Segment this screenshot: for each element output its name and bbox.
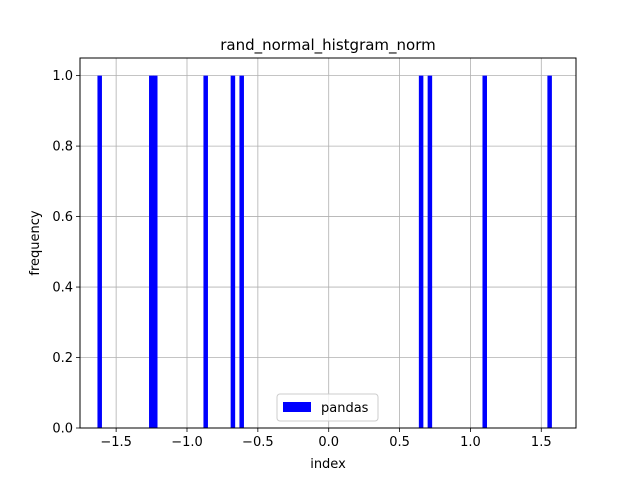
- y-tick-label-5: 1.0: [52, 69, 73, 84]
- legend: pandas: [276, 393, 379, 422]
- histogram-bar-0-1: [149, 75, 154, 428]
- bars: [97, 75, 552, 428]
- histogram-bar-0-3: [203, 75, 208, 428]
- x-tick-label-0: −1.5: [100, 435, 132, 450]
- x-tick-label-4: 0.5: [389, 435, 410, 450]
- legend-label-pandas: pandas: [321, 401, 369, 416]
- plot-area: [80, 58, 576, 428]
- x-axis-label: index: [310, 457, 346, 472]
- histogram-bar-0-6: [418, 75, 424, 428]
- y-tick-label-2: 0.4: [52, 281, 73, 296]
- x-axis-ticks: −1.5 −1.0 −0.5 0.0 0.5 1.0 1.5: [100, 428, 552, 450]
- histogram-bar-0-7: [427, 75, 433, 428]
- y-tick-label-0: 0.0: [52, 422, 73, 437]
- y-tick-label-4: 0.8: [52, 140, 73, 155]
- x-tick-label-2: −0.5: [242, 435, 274, 450]
- x-tick-label-3: 0.0: [318, 435, 339, 450]
- chart-title: rand_normal_histgram_norm: [220, 36, 436, 55]
- histogram-bar-0-2: [152, 75, 158, 428]
- histogram-bar-0-8: [482, 75, 487, 428]
- legend-frame: [276, 393, 379, 422]
- y-tick-label-1: 0.2: [52, 351, 73, 366]
- x-tick-label-5: 1.0: [460, 435, 481, 450]
- histogram-bar-0-9: [547, 75, 552, 428]
- y-axis-label: frequency: [28, 210, 43, 276]
- legend-swatch-pandas: [283, 402, 311, 412]
- x-tick-label-1: −1.0: [171, 435, 203, 450]
- y-tick-label-3: 0.6: [52, 210, 73, 225]
- histogram-bar-0-0: [97, 75, 102, 428]
- histogram-bar-0-5: [239, 75, 244, 428]
- histogram-bar-0-4: [230, 75, 236, 428]
- plot-frame: [79, 57, 577, 429]
- y-axis-ticks: 0.0 0.2 0.4 0.6 0.8 1.0: [52, 69, 80, 437]
- x-tick-label-6: 1.5: [531, 435, 552, 450]
